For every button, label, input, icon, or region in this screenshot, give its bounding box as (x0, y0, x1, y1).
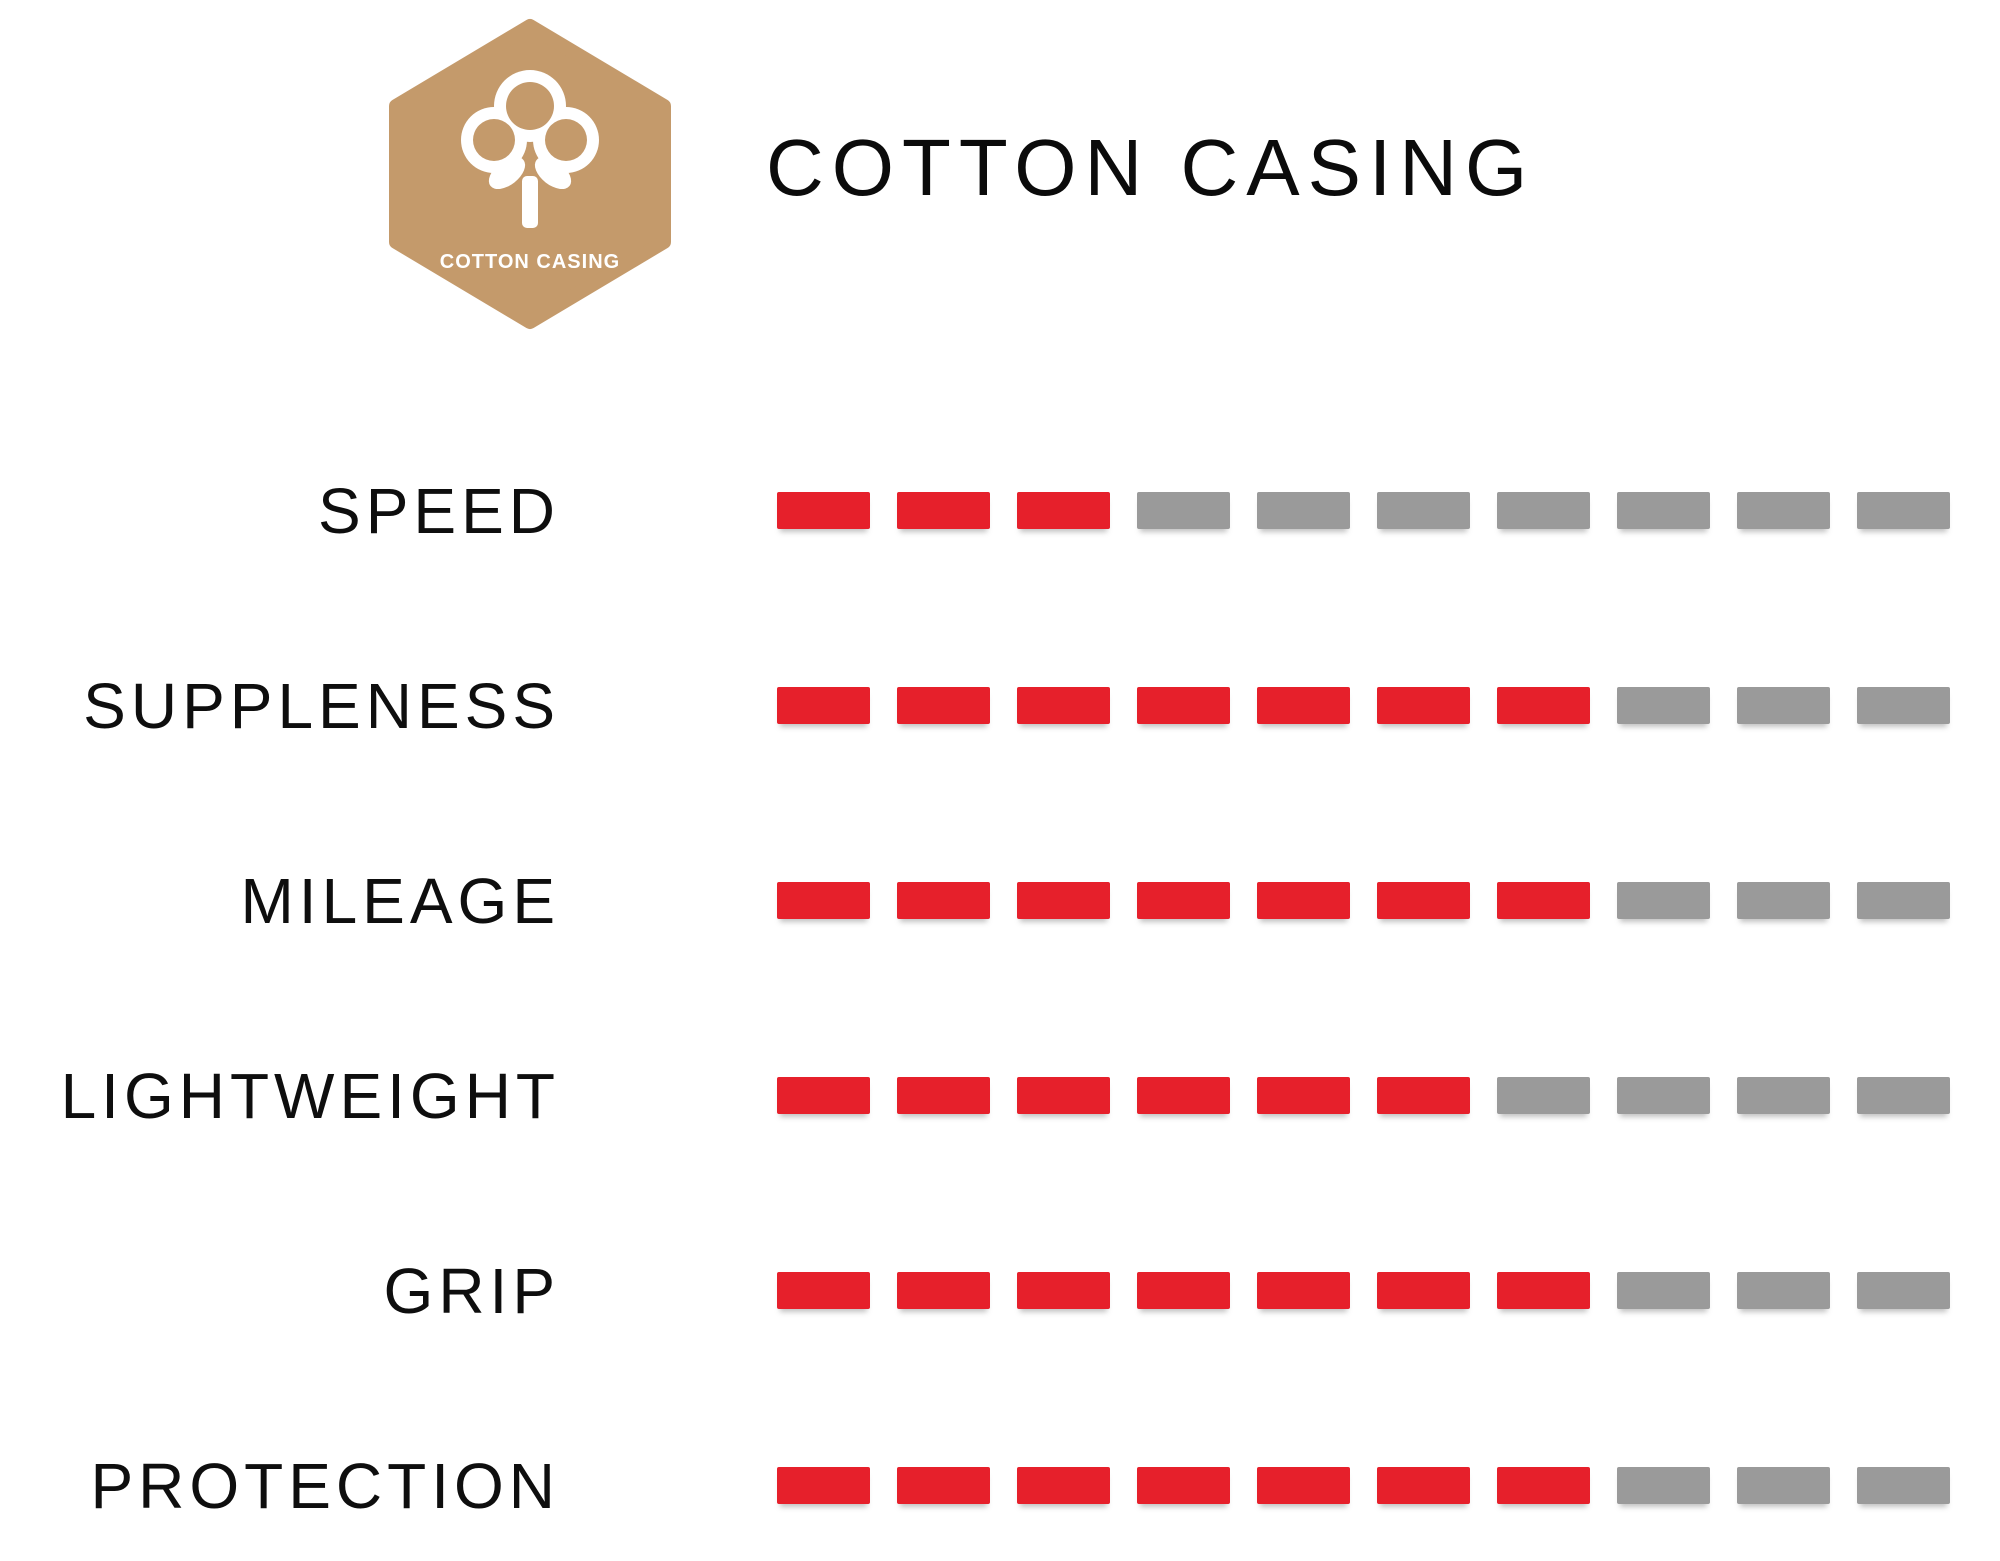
rating-segment-filled (1137, 882, 1230, 919)
rating-segment-empty (1737, 1077, 1830, 1114)
row-label: SPEED (318, 474, 560, 547)
rating-segment-filled (1377, 687, 1470, 724)
rating-segment-filled (897, 1467, 990, 1504)
rating-row-lightweight: LIGHTWEIGHT (0, 998, 2000, 1193)
rating-segment-filled (1497, 687, 1590, 724)
rating-segment-empty (1737, 687, 1830, 724)
rating-segment-filled (777, 1272, 870, 1309)
rating-row-suppleness: SUPPLENESS (0, 608, 2000, 803)
rating-bar-track (777, 882, 1950, 919)
rating-bar-track (777, 687, 1950, 724)
hexagon-shape (389, 19, 671, 329)
rating-segment-empty (1737, 882, 1830, 919)
rating-bar-track (777, 492, 1950, 529)
rating-segment-empty (1497, 492, 1590, 529)
rating-segment-filled (1377, 1077, 1470, 1114)
rating-segment-filled (1017, 1077, 1110, 1114)
rating-segment-filled (1257, 882, 1350, 919)
rating-segment-empty (1857, 1467, 1950, 1504)
rating-segment-filled (1017, 882, 1110, 919)
rating-row-grip: GRIP (0, 1193, 2000, 1388)
rating-segment-filled (777, 1467, 870, 1504)
rating-segment-empty (1737, 492, 1830, 529)
rating-segment-empty (1617, 1272, 1710, 1309)
row-label: MILEAGE (240, 864, 560, 937)
rating-bar-track (777, 1467, 1950, 1504)
rating-segment-filled (1377, 1467, 1470, 1504)
rating-segment-empty (1617, 1077, 1710, 1114)
rating-row-protection: PROTECTION (0, 1388, 2000, 1561)
page-title: COTTON CASING (766, 123, 1536, 212)
rating-segment-empty (1857, 687, 1950, 724)
rating-segment-filled (777, 687, 870, 724)
rating-rows: SPEED SUPPLENESS MILEAGE LIGHTWEIGHT GRIP PRO… (0, 413, 2000, 1561)
rating-segment-empty (1857, 1272, 1950, 1309)
rating-segment-filled (1497, 882, 1590, 919)
rating-segment-filled (1017, 492, 1110, 529)
rating-segment-filled (1497, 1467, 1590, 1504)
rating-segment-empty (1617, 492, 1710, 529)
rating-segment-filled (1017, 1272, 1110, 1309)
rating-segment-filled (1137, 1272, 1230, 1309)
rating-bar-track (777, 1272, 1950, 1309)
rating-segment-empty (1497, 1077, 1590, 1114)
rating-segment-filled (777, 492, 870, 529)
rating-segment-filled (897, 1077, 990, 1114)
rating-segment-empty (1617, 1467, 1710, 1504)
rating-segment-empty (1857, 1077, 1950, 1114)
cotton-casing-badge: COTTON CASING (389, 19, 671, 329)
row-label: PROTECTION (90, 1449, 560, 1522)
rating-segment-filled (1257, 1467, 1350, 1504)
rating-segment-empty (1617, 882, 1710, 919)
rating-segment-filled (1257, 1272, 1350, 1309)
rating-row-mileage: MILEAGE (0, 803, 2000, 998)
rating-segment-filled (1257, 1077, 1350, 1114)
rating-segment-filled (1497, 1272, 1590, 1309)
rating-segment-empty (1257, 492, 1350, 529)
rating-segment-empty (1617, 687, 1710, 724)
rating-segment-filled (1377, 1272, 1470, 1309)
rating-segment-filled (1137, 1077, 1230, 1114)
rating-segment-filled (897, 492, 990, 529)
cotton-flower-icon (461, 70, 599, 228)
rating-row-speed: SPEED (0, 413, 2000, 608)
rating-segment-filled (1137, 1467, 1230, 1504)
rating-segment-filled (1137, 687, 1230, 724)
row-label: LIGHTWEIGHT (60, 1059, 560, 1132)
rating-segment-filled (897, 687, 990, 724)
rating-segment-empty (1737, 1272, 1830, 1309)
row-label: SUPPLENESS (83, 669, 560, 742)
rating-segment-filled (897, 882, 990, 919)
rating-bar-track (777, 1077, 1950, 1114)
rating-segment-filled (1017, 1467, 1110, 1504)
rating-segment-empty (1857, 492, 1950, 529)
badge-label: COTTON CASING (440, 251, 620, 273)
rating-segment-filled (1377, 882, 1470, 919)
rating-segment-empty (1737, 1467, 1830, 1504)
rating-segment-filled (1017, 687, 1110, 724)
rating-segment-empty (1857, 882, 1950, 919)
rating-segment-filled (897, 1272, 990, 1309)
rating-segment-filled (1257, 687, 1350, 724)
rating-segment-empty (1137, 492, 1230, 529)
rating-segment-filled (777, 1077, 870, 1114)
rating-segment-filled (777, 882, 870, 919)
rating-segment-empty (1377, 492, 1470, 529)
row-label: GRIP (383, 1254, 560, 1327)
